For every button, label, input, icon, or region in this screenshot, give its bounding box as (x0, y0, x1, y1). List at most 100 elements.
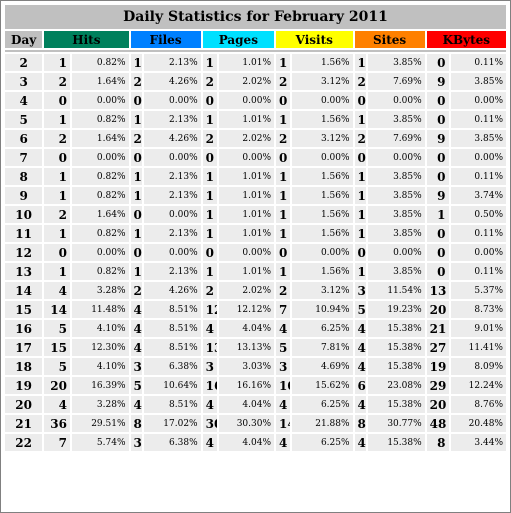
cell-visits-pct: 6.25% (292, 434, 353, 451)
cell-pages: 3 (202, 358, 217, 375)
cell-kbytes: 9 (426, 73, 449, 90)
cell-files: 0 (130, 149, 143, 166)
cell-kbytes-pct: 0.00% (450, 149, 506, 166)
cell-hits-pct: 4.10% (71, 358, 129, 375)
cell-files-pct: 8.51% (144, 301, 201, 318)
cell-day: 12 (5, 244, 43, 261)
cell-pages: 1 (202, 111, 217, 128)
cell-visits-pct: 21.88% (292, 415, 353, 432)
cell-files: 4 (130, 301, 143, 318)
cell-visits: 2 (276, 282, 291, 299)
cell-pages: 0 (202, 244, 217, 261)
cell-files-pct: 2.13% (144, 225, 201, 242)
table-row: 8 1 0.82% 1 2.13% 1 1.01% 1 1.56% 1 3.85% 0 0.11% (5, 168, 506, 185)
cell-visits: 0 (276, 149, 291, 166)
cell-sites: 6 (354, 377, 367, 394)
cell-sites-pct: 7.69% (368, 73, 425, 90)
cell-visits-pct: 0.00% (292, 149, 353, 166)
cell-kbytes-pct: 3.44% (450, 434, 506, 451)
cell-pages-pct: 4.04% (218, 396, 275, 413)
cell-sites-pct: 15.38% (368, 339, 425, 356)
cell-pages: 2 (202, 130, 217, 147)
cell-kbytes: 0 (426, 111, 449, 128)
cell-hits-pct: 0.82% (71, 111, 129, 128)
cell-pages: 2 (202, 73, 217, 90)
cell-day: 11 (5, 225, 43, 242)
header-kbytes: KBytes (426, 31, 506, 48)
cell-visits-pct: 15.62% (292, 377, 353, 394)
cell-day: 22 (5, 434, 43, 451)
cell-visits-pct: 3.12% (292, 73, 353, 90)
cell-hits: 1 (44, 168, 70, 185)
cell-day: 3 (5, 73, 43, 90)
cell-pages: 1 (202, 168, 217, 185)
cell-hits: 7 (44, 434, 70, 451)
header-hits: Hits (44, 31, 129, 48)
cell-hits-pct: 0.82% (71, 54, 129, 71)
cell-sites: 0 (354, 92, 367, 109)
cell-visits: 5 (276, 339, 291, 356)
cell-pages: 1 (202, 187, 217, 204)
table-row: 7 0 0.00% 0 0.00% 0 0.00% 0 0.00% 0 0.00% 0 0.00% (5, 149, 506, 166)
cell-hits-pct: 0.00% (71, 149, 129, 166)
cell-files-pct: 2.13% (144, 111, 201, 128)
cell-hits-pct: 1.64% (71, 206, 129, 223)
table-row: 213629.51%817.02%3030.30%1421.88%830.77%… (5, 415, 506, 432)
cell-day: 15 (5, 301, 43, 318)
cell-visits: 1 (276, 225, 291, 242)
table-row: 18 5 4.10% 3 6.38% 3 3.03% 3 4.69% 4 15.38% 19 8.09% (5, 358, 506, 375)
cell-kbytes-pct: 8.09% (450, 358, 506, 375)
header-separator (5, 50, 506, 52)
cell-visits-pct: 1.56% (292, 225, 353, 242)
cell-kbytes-pct: 0.00% (450, 244, 506, 261)
cell-hits-pct: 29.51% (71, 415, 129, 432)
cell-files-pct: 2.13% (144, 168, 201, 185)
cell-visits-pct: 0.00% (292, 244, 353, 261)
cell-hits: 14 (44, 301, 70, 318)
table-row: 22 7 5.74% 3 6.38% 4 4.04% 4 6.25% 4 15.38% 8 3.44% (5, 434, 506, 451)
cell-files-pct: 6.38% (144, 434, 201, 451)
cell-hits-pct: 11.48% (71, 301, 129, 318)
cell-pages: 1 (202, 225, 217, 242)
table-row: 20 4 3.28% 4 8.51% 4 4.04% 4 6.25% 4 15.38% 20 8.76% (5, 396, 506, 413)
cell-pages-pct: 0.00% (218, 149, 275, 166)
cell-hits: 4 (44, 396, 70, 413)
cell-kbytes: 0 (426, 263, 449, 280)
cell-pages-pct: 30.30% (218, 415, 275, 432)
cell-pages: 30 (202, 415, 217, 432)
cell-kbytes: 0 (426, 225, 449, 242)
table-row: 192016.39%510.64%1616.16%1015.62%623.08%… (5, 377, 506, 394)
cell-files: 4 (130, 320, 143, 337)
cell-kbytes-pct: 0.11% (450, 225, 506, 242)
cell-files-pct: 4.26% (144, 282, 201, 299)
cell-sites: 4 (354, 396, 367, 413)
header-pages: Pages (202, 31, 275, 48)
cell-files: 1 (130, 54, 143, 71)
cell-visits-pct: 1.56% (292, 111, 353, 128)
cell-pages: 13 (202, 339, 217, 356)
cell-kbytes: 20 (426, 396, 449, 413)
cell-sites: 1 (354, 206, 367, 223)
table-title: Daily Statistics for February 2011 (5, 5, 506, 29)
cell-sites-pct: 15.38% (368, 396, 425, 413)
cell-day: 6 (5, 130, 43, 147)
table-row: 2 1 0.82% 1 2.13% 1 1.01% 1 1.56% 1 3.85% 0 0.11% (5, 54, 506, 71)
cell-kbytes: 27 (426, 339, 449, 356)
cell-files: 0 (130, 244, 143, 261)
cell-kbytes-pct: 0.00% (450, 92, 506, 109)
cell-files-pct: 0.00% (144, 92, 201, 109)
cell-visits-pct: 0.00% (292, 92, 353, 109)
cell-hits-pct: 0.00% (71, 92, 129, 109)
cell-pages: 0 (202, 92, 217, 109)
table-row: 12 0 0.00% 0 0.00% 0 0.00% 0 0.00% 0 0.00% 0 0.00% (5, 244, 506, 261)
cell-visits-pct: 6.25% (292, 320, 353, 337)
cell-sites-pct: 3.85% (368, 206, 425, 223)
cell-visits: 1 (276, 206, 291, 223)
cell-pages-pct: 0.00% (218, 92, 275, 109)
cell-files: 2 (130, 130, 143, 147)
cell-sites-pct: 7.69% (368, 130, 425, 147)
cell-files-pct: 6.38% (144, 358, 201, 375)
cell-kbytes-pct: 3.85% (450, 73, 506, 90)
cell-visits: 10 (276, 377, 291, 394)
cell-kbytes-pct: 20.48% (450, 415, 506, 432)
